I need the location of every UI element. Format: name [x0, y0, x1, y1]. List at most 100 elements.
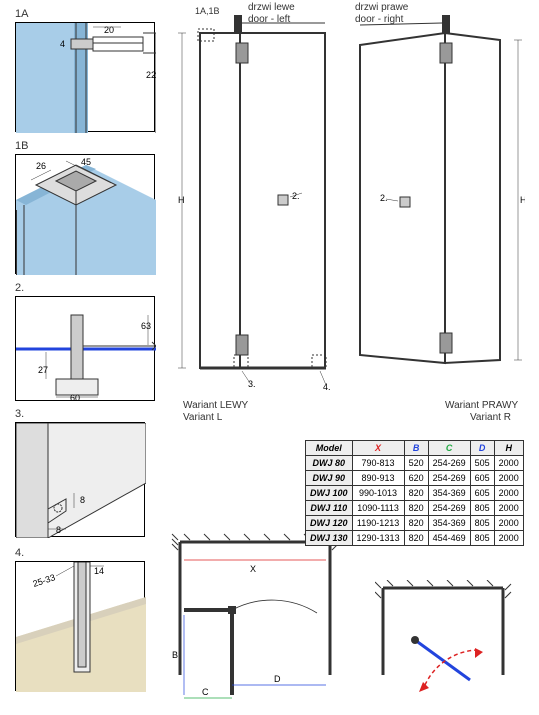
plan-view: X B C D — [170, 530, 340, 705]
spec-table: Model X B C D H DWJ 80790-813520254-2695… — [305, 440, 524, 546]
left-door-title2: door - left — [248, 14, 290, 25]
table-cell: 1190-1213 — [352, 516, 404, 531]
door-swing — [375, 580, 515, 705]
detail-3: 8 8 — [15, 422, 145, 537]
table-cell: DWJ 80 — [306, 456, 353, 471]
table-cell: 2000 — [494, 531, 523, 546]
th-b: B — [404, 441, 428, 456]
table-cell: 505 — [470, 456, 494, 471]
table-row: DWJ 80790-813520254-2695052000 — [306, 456, 524, 471]
svg-text:60: 60 — [70, 393, 80, 402]
table-cell: 254-269 — [428, 456, 470, 471]
table-cell: 254-269 — [428, 501, 470, 516]
left-door-title1: drzwi lewe — [248, 2, 295, 13]
table-cell: 820 — [404, 531, 428, 546]
right-door-title1: drzwi prawe — [355, 2, 408, 13]
table-cell: 2000 — [494, 456, 523, 471]
table-cell: 354-369 — [428, 516, 470, 531]
table-cell: 890-913 — [352, 471, 404, 486]
elevation-refs: 1A,1B — [195, 6, 220, 16]
svg-text:26: 26 — [36, 161, 46, 171]
svg-text:8: 8 — [56, 525, 61, 535]
th-h: H — [494, 441, 523, 456]
detail-2-svg: 63 27 60 — [16, 297, 156, 402]
detail-1b-label: 1B — [15, 140, 28, 152]
table-header-row: Model X B C D H — [306, 441, 524, 456]
svg-text:X: X — [250, 564, 256, 574]
svg-text:H: H — [520, 195, 525, 205]
plan-svg: X B C D — [170, 530, 340, 705]
svg-text:22: 22 — [146, 70, 156, 80]
th-c: C — [428, 441, 470, 456]
table-cell: 2000 — [494, 471, 523, 486]
table-row: DWJ 1301290-1313820454-4698052000 — [306, 531, 524, 546]
table-cell: 990-1013 — [352, 486, 404, 501]
detail-1a: 20 4 22 — [15, 22, 155, 132]
table-cell: DWJ 110 — [306, 501, 353, 516]
svg-text:3.: 3. — [248, 379, 256, 389]
svg-text:14: 14 — [94, 566, 104, 576]
table-cell: 805 — [470, 516, 494, 531]
detail-1a-label: 1A — [15, 8, 28, 20]
right-door-title2: door - right — [355, 14, 403, 25]
left-variant-caption2: Variant L — [183, 412, 222, 423]
detail-1b-svg: 26 45 — [16, 155, 156, 275]
table-cell: 1290-1313 — [352, 531, 404, 546]
table-cell: 254-269 — [428, 471, 470, 486]
table-cell: DWJ 120 — [306, 516, 353, 531]
table-row: DWJ 1101090-1113820254-2698052000 — [306, 501, 524, 516]
elevation-left-svg: H 2. 3. 4. — [178, 15, 333, 395]
table-cell: 820 — [404, 516, 428, 531]
table-cell: 620 — [404, 471, 428, 486]
table-cell: 790-813 — [352, 456, 404, 471]
detail-3-svg: 8 8 — [16, 423, 146, 538]
table-cell: 520 — [404, 456, 428, 471]
svg-text:B: B — [172, 650, 178, 660]
left-variant-caption1: Wariant LEWY — [183, 400, 248, 411]
svg-text:4.: 4. — [323, 382, 331, 392]
elevation-left: H 2. 3. 4. — [178, 15, 333, 395]
svg-text:D: D — [274, 674, 281, 684]
detail-4-label: 4. — [15, 547, 24, 559]
detail-4: 25-33 14 — [15, 561, 145, 691]
detail-1b: 26 45 — [15, 154, 155, 274]
svg-text:20: 20 — [104, 25, 114, 35]
table-cell: 805 — [470, 501, 494, 516]
table-row: DWJ 90890-913620254-2696052000 — [306, 471, 524, 486]
table-cell: 454-469 — [428, 531, 470, 546]
detail-2: 63 27 60 — [15, 296, 155, 401]
th-x: X — [352, 441, 404, 456]
th-d: D — [470, 441, 494, 456]
svg-text:C: C — [202, 687, 209, 697]
table-cell: 820 — [404, 486, 428, 501]
table-cell: DWJ 100 — [306, 486, 353, 501]
table-cell: 1090-1113 — [352, 501, 404, 516]
table-cell: 605 — [470, 471, 494, 486]
door-swing-svg — [375, 580, 515, 705]
svg-text:25-33: 25-33 — [32, 572, 57, 589]
table-cell: 805 — [470, 531, 494, 546]
svg-text:H: H — [178, 195, 185, 205]
table-row: DWJ 100990-1013820354-3696052000 — [306, 486, 524, 501]
svg-text:45: 45 — [81, 157, 91, 167]
detail-4-svg: 25-33 14 — [16, 562, 146, 692]
svg-text:63: 63 — [141, 321, 151, 331]
th-model: Model — [306, 441, 353, 456]
right-variant-caption2: Variant R — [470, 412, 511, 423]
table-cell: DWJ 90 — [306, 471, 353, 486]
right-variant-caption1: Wariant PRAWY — [445, 400, 518, 411]
detail-1a-svg: 20 4 22 — [16, 23, 156, 133]
table-cell: 2000 — [494, 486, 523, 501]
svg-text:8: 8 — [80, 495, 85, 505]
table-cell: 2000 — [494, 501, 523, 516]
elevation-right: H 2. — [350, 15, 525, 395]
table-cell: 820 — [404, 501, 428, 516]
table-cell: 605 — [470, 486, 494, 501]
table-cell: 2000 — [494, 516, 523, 531]
detail-3-label: 3. — [15, 408, 24, 420]
svg-text:4: 4 — [60, 39, 65, 49]
elevation-right-svg: H 2. — [350, 15, 525, 395]
detail-2-label: 2. — [15, 282, 24, 294]
table-cell: DWJ 130 — [306, 531, 353, 546]
svg-text:27: 27 — [38, 365, 48, 375]
